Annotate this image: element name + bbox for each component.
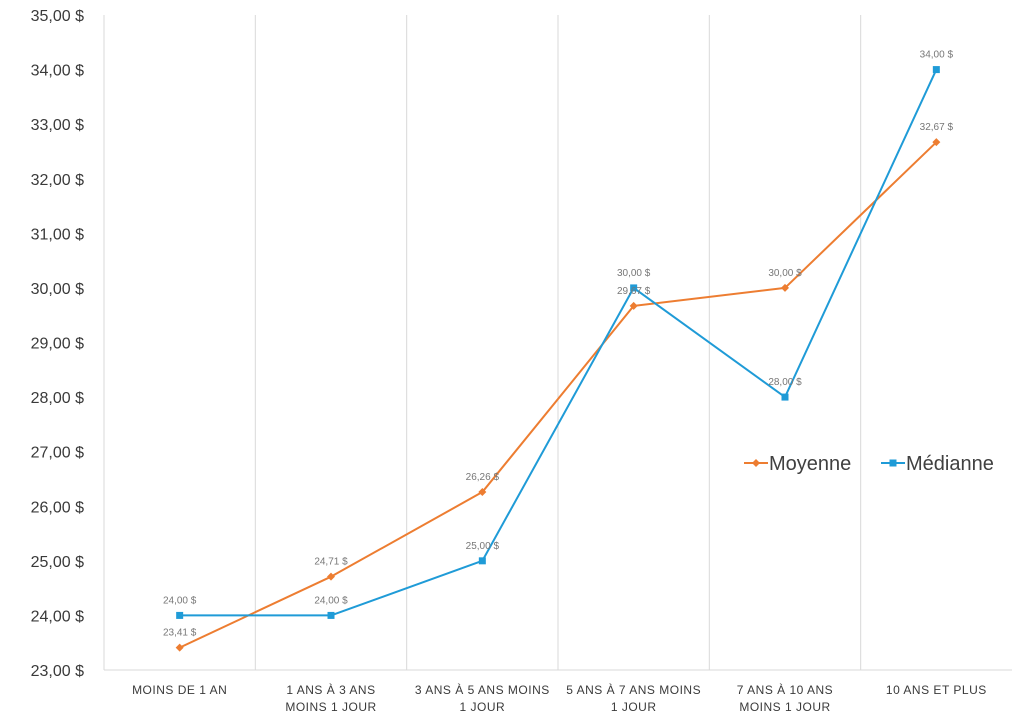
data-label-moyenne: 30,00 $ [768, 268, 802, 279]
data-label-medianne: 24,00 $ [163, 595, 197, 606]
data-label-medianne: 24,00 $ [314, 595, 348, 606]
data-point-medianne [781, 393, 789, 401]
legend: Moyenne Médianne [744, 453, 994, 475]
x-tick-label: MOINS 1 JOUR [739, 700, 830, 714]
data-label-moyenne: 26,26 $ [466, 472, 500, 483]
x-tick-label: 10 ANS ET PLUS [886, 683, 987, 697]
x-tick-label: MOINS DE 1 AN [132, 683, 227, 697]
y-tick-label: 34,00 $ [31, 63, 84, 80]
data-label-medianne: 30,00 $ [617, 268, 651, 279]
data-label-medianne: 28,00 $ [768, 377, 802, 388]
data-point-medianne [932, 66, 940, 74]
y-tick-label: 30,00 $ [31, 281, 84, 298]
data-point-medianne [176, 611, 184, 619]
series-line-medianne [179, 69, 938, 617]
data-point-moyenne [781, 283, 789, 292]
legend-label-medianne: Médianne [906, 453, 994, 475]
data-point-moyenne [175, 643, 184, 652]
data-label-moyenne: 29,67 $ [617, 286, 651, 297]
y-tick-label: 27,00 $ [31, 445, 84, 462]
data-point-moyenne [932, 138, 941, 147]
data-label-moyenne: 23,41 $ [163, 628, 197, 639]
data-point-moyenne [327, 572, 335, 581]
x-tick-label: 1 ANS À 3 ANS [286, 682, 375, 697]
series [175, 66, 941, 652]
data-label-moyenne: 32,67 $ [920, 122, 954, 133]
y-tick-label: 25,00 $ [31, 554, 84, 571]
y-tick-label: 33,00 $ [31, 117, 84, 134]
data-point-medianne [630, 284, 638, 292]
series-line-moyenne [179, 141, 938, 649]
y-tick-label: 29,00 $ [31, 336, 84, 353]
data-label-medianne: 34,00 $ [920, 50, 954, 61]
legend-marker [889, 459, 897, 467]
data-point-moyenne [478, 488, 487, 497]
x-tick-label: MOINS 1 JOUR [285, 700, 376, 714]
y-tick-label: 26,00 $ [31, 499, 84, 516]
legend-marker [752, 459, 760, 467]
grid [254, 15, 862, 670]
x-tick-label: 5 ANS À 7 ANS MOINS [566, 682, 701, 697]
y-tick-label: 32,00 $ [31, 172, 84, 189]
data-label-medianne: 25,00 $ [466, 541, 500, 552]
data-point-moyenne [629, 301, 638, 310]
y-tick-label: 35,00 $ [31, 8, 84, 25]
y-tick-label: 24,00 $ [31, 608, 84, 625]
axes: 23,00 $ 24,00 $ 25,00 $ 26,00 $ 27,00 $ 28,00… [31, 8, 1012, 714]
data-point-medianne [327, 611, 335, 619]
x-tick-label: 3 ANS À 5 ANS MOINS [415, 682, 550, 697]
x-tick-label: 7 ANS À 10 ANS [737, 682, 833, 697]
y-tick-label: 23,00 $ [31, 663, 84, 680]
x-tick-label: 1 JOUR [611, 700, 657, 714]
data-point-medianne [478, 557, 486, 565]
y-tick-label: 28,00 $ [31, 390, 84, 407]
data-label-moyenne: 24,71 $ [314, 557, 348, 568]
legend-label-moyenne: Moyenne [769, 453, 851, 475]
data-labels: 23,41 $ 24,71 $ 26,26 $ 29,67 $ 30,00 $ 32,67… [163, 50, 953, 639]
y-tick-label: 31,00 $ [31, 226, 84, 243]
x-tick-label: 1 JOUR [459, 700, 505, 714]
